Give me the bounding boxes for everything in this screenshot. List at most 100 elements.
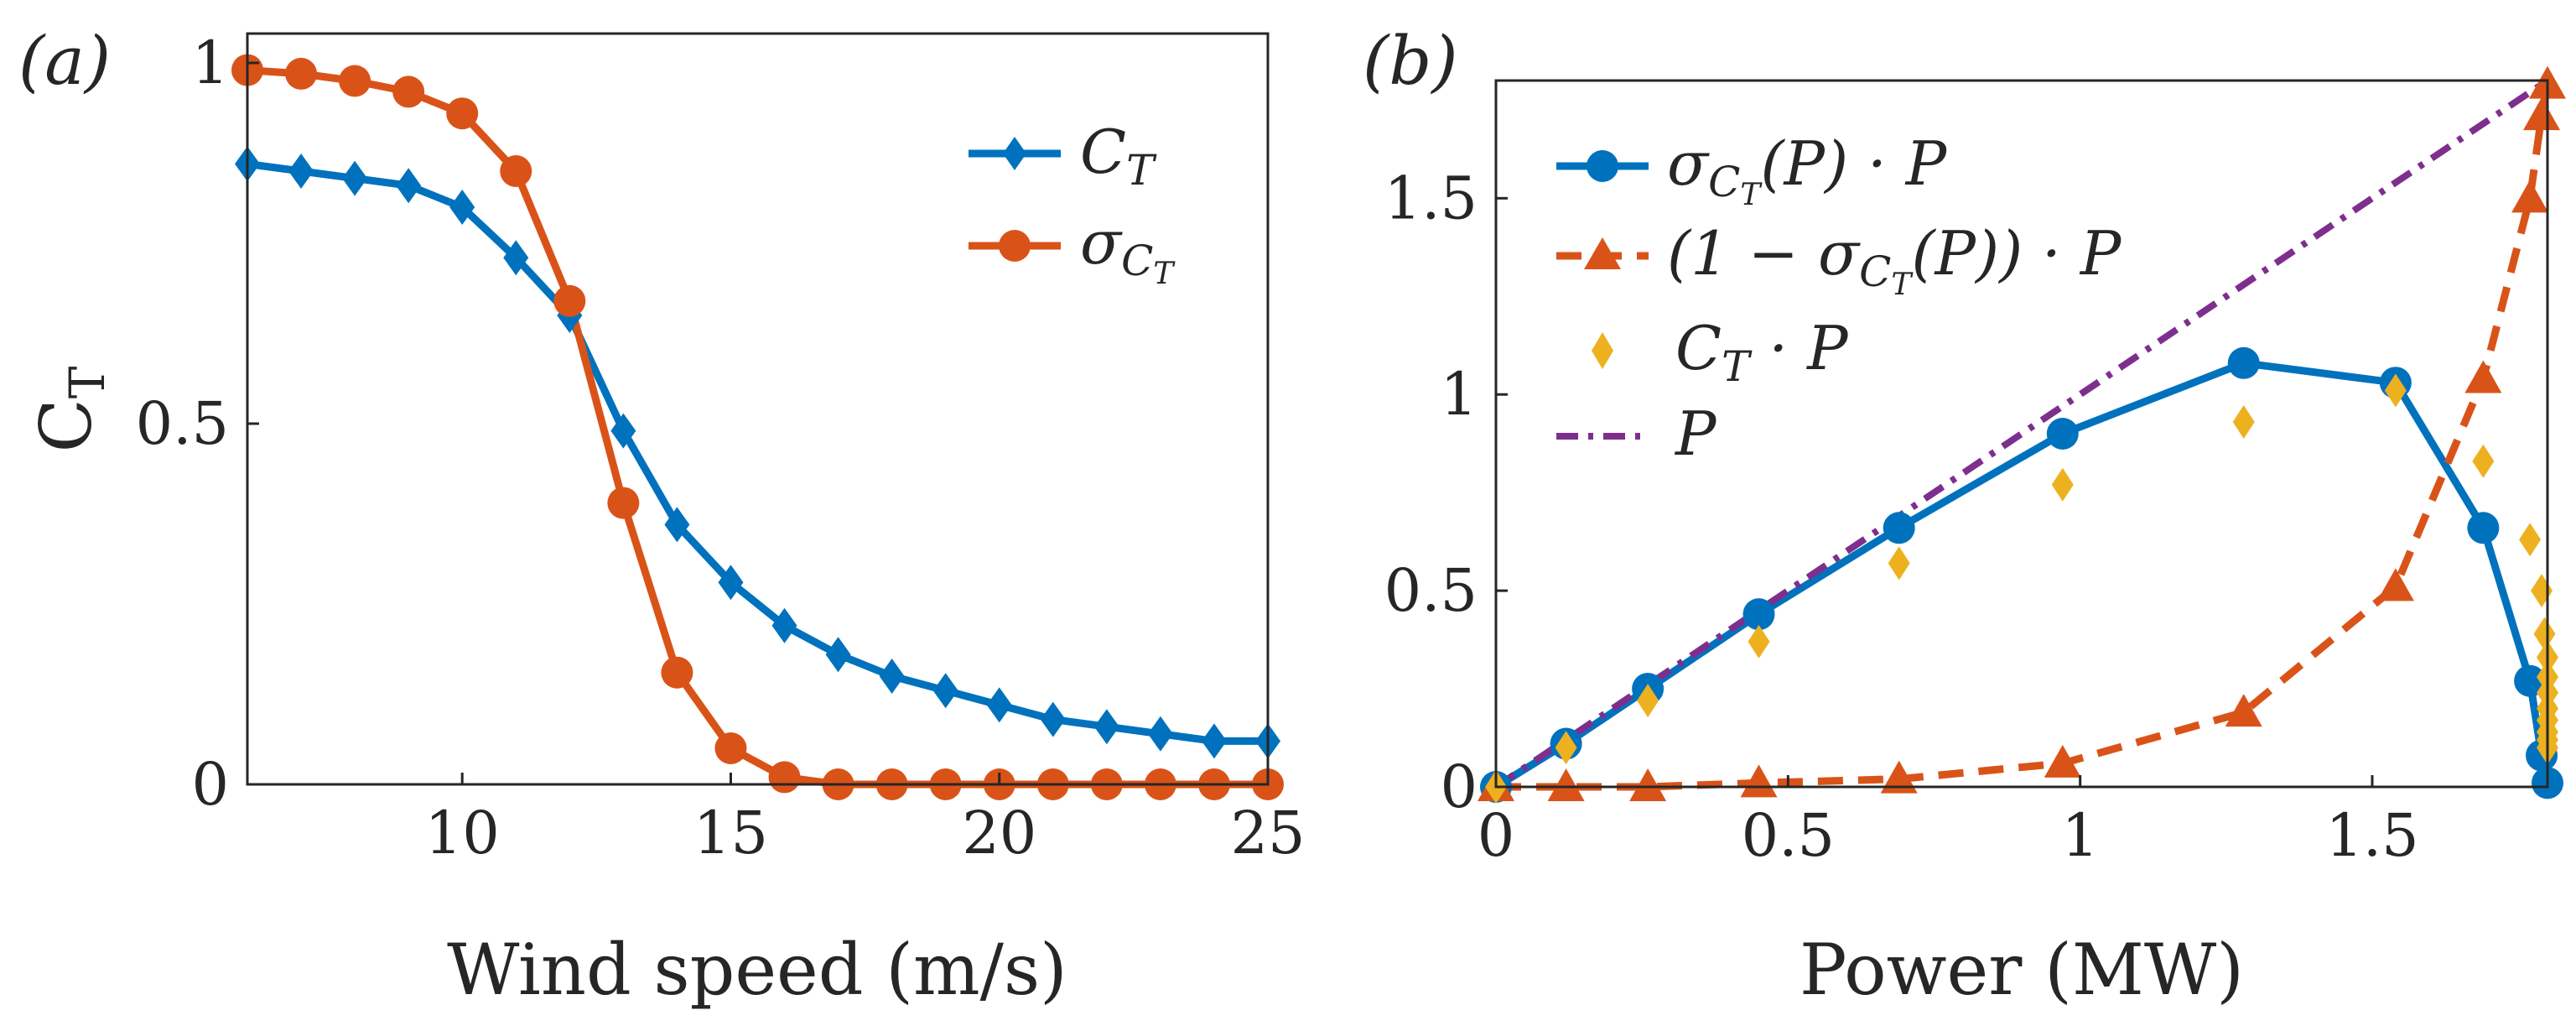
data-point bbox=[553, 284, 586, 317]
y-tick-label: 0 bbox=[1440, 752, 1478, 821]
legend-text-one-minus-sigma-p-b: C bbox=[1859, 247, 1891, 296]
legend-text-ct-main: C bbox=[1080, 117, 1126, 187]
data-point bbox=[1040, 701, 1066, 737]
legend-text-sigma: σCT bbox=[1080, 207, 1176, 291]
panel-a-label: (a) bbox=[18, 22, 111, 100]
data-point bbox=[932, 673, 958, 709]
data-point bbox=[285, 57, 318, 90]
legend-entry-p: P bbox=[1556, 398, 1717, 469]
legend-text-sigma-p-b: C bbox=[1708, 158, 1740, 206]
legend-text-one-minus-sigma-p-a: (1 − σ bbox=[1667, 218, 1861, 289]
data-point bbox=[768, 761, 801, 794]
panel-a-axes-box bbox=[246, 32, 1270, 786]
x-tick-label: 25 bbox=[1230, 799, 1305, 867]
legend-text-ct-sub: T bbox=[1126, 146, 1157, 195]
panel-b: (b) 0 0.5 1 1.500.511.5 Power (MW) σCT(P) ·… bbox=[1363, 22, 2566, 1011]
data-point bbox=[2519, 523, 2542, 557]
panel-a-ticks: 10 15 20 25 0 0.5 1 bbox=[136, 29, 1306, 867]
legend-text-one-minus-sigma-p: (1 − σCT(P)) · P bbox=[1667, 218, 2122, 302]
panel-b-label: (b) bbox=[1363, 22, 1458, 100]
data-point bbox=[396, 168, 422, 204]
data-point bbox=[718, 565, 744, 601]
data-point bbox=[1883, 512, 1915, 544]
data-point bbox=[2225, 694, 2262, 727]
data-point bbox=[1555, 731, 1577, 765]
data-point bbox=[2232, 404, 2255, 439]
x-tick-label: 20 bbox=[962, 799, 1036, 867]
data-point bbox=[392, 76, 425, 108]
y-tick-label: 1 bbox=[191, 29, 229, 97]
panel-a-ylabel: CT bbox=[25, 366, 116, 452]
data-point bbox=[2227, 346, 2260, 379]
data-point bbox=[2533, 617, 2556, 651]
y-tick-label: 0.5 bbox=[136, 389, 229, 458]
data-point bbox=[2467, 512, 2500, 544]
panel-b-axes-box bbox=[1494, 79, 2549, 789]
y-tick-label: 0.5 bbox=[1384, 556, 1478, 625]
legend-marker-sigma bbox=[999, 230, 1031, 262]
data-point bbox=[449, 190, 475, 225]
x-tick-label: 1 bbox=[2061, 801, 2099, 870]
data-point bbox=[1637, 684, 1659, 718]
legend-entry-one-minus-sigma-p: (1 − σCT(P)) · P bbox=[1556, 218, 2122, 302]
legend-text-one-minus-sigma-p-c: T bbox=[1891, 268, 1914, 302]
legend-text-sigma-sub: C bbox=[1121, 237, 1153, 285]
data-point bbox=[339, 65, 371, 97]
x-tick-label: 1.5 bbox=[2325, 801, 2418, 870]
legend-text-ct-p-a: C bbox=[1675, 313, 1722, 383]
data-point bbox=[446, 97, 479, 130]
legend-text-p: P bbox=[1674, 398, 1717, 469]
data-point bbox=[1629, 768, 1667, 801]
y-tick-label: 1.5 bbox=[1384, 164, 1478, 232]
data-point bbox=[2523, 97, 2561, 131]
legend-text-sigma-p: σCT(P) · P bbox=[1667, 128, 1948, 212]
y-tick-label: 0 bbox=[191, 750, 229, 819]
panel-a-markers bbox=[231, 54, 1284, 800]
data-point bbox=[2472, 444, 2495, 478]
legend-marker-ct-p bbox=[1592, 332, 1613, 369]
data-point bbox=[2376, 568, 2414, 601]
data-point bbox=[986, 687, 1012, 723]
data-point bbox=[500, 155, 532, 187]
legend-entry-sigma: σCT bbox=[969, 207, 1176, 291]
data-point bbox=[661, 656, 693, 689]
data-point bbox=[771, 607, 797, 643]
data-point bbox=[1748, 624, 1770, 659]
legend-text-ct-p-b: T bbox=[1722, 342, 1753, 391]
legend-text-ct-p-c: · P bbox=[1749, 313, 1849, 383]
data-point bbox=[610, 413, 636, 449]
data-point bbox=[1888, 546, 1910, 581]
panel-a-ylabel-sub: T bbox=[59, 366, 116, 398]
y-tick-label: 1 bbox=[1440, 360, 1478, 429]
legend-text-sigma-p-c: T bbox=[1740, 178, 1763, 212]
data-point bbox=[1201, 723, 1227, 759]
data-point bbox=[879, 659, 905, 694]
panel-b-markers bbox=[1478, 65, 2566, 804]
data-point bbox=[664, 507, 690, 543]
series-line-1-0 bbox=[1493, 359, 2552, 790]
panel-a-legend: CT σCT bbox=[969, 117, 1176, 291]
legend-marker-ct bbox=[1003, 137, 1026, 170]
data-point bbox=[2044, 744, 2081, 778]
data-point bbox=[1742, 598, 1775, 631]
legend-marker-one-minus-sigma-p bbox=[1584, 237, 1621, 269]
data-point bbox=[2531, 574, 2553, 608]
data-point bbox=[825, 637, 851, 673]
legend-text-one-minus-sigma-p-d: (P)) · P bbox=[1911, 218, 2122, 289]
legend-text-ct-p: CT · P bbox=[1675, 313, 1849, 391]
data-point bbox=[2464, 360, 2502, 393]
panel-b-xlabel: Power (MW) bbox=[1800, 929, 2244, 1011]
panel-a-ylabel-main: C bbox=[25, 398, 107, 452]
panel-b-legend: σCT(P) · P (1 − σCT(P)) · P CT · P P bbox=[1556, 128, 2122, 469]
data-point bbox=[2511, 180, 2549, 213]
legend-text-ct: CT bbox=[1080, 117, 1157, 195]
data-point bbox=[1547, 768, 1585, 801]
data-point bbox=[2514, 664, 2547, 697]
data-point bbox=[342, 160, 368, 196]
legend-text-sigma-main: σ bbox=[1080, 207, 1123, 278]
legend-text-sigma-p-a: σ bbox=[1667, 128, 1710, 199]
legend-marker-sigma-p bbox=[1587, 150, 1618, 182]
legend-entry-ct: CT bbox=[969, 117, 1157, 195]
